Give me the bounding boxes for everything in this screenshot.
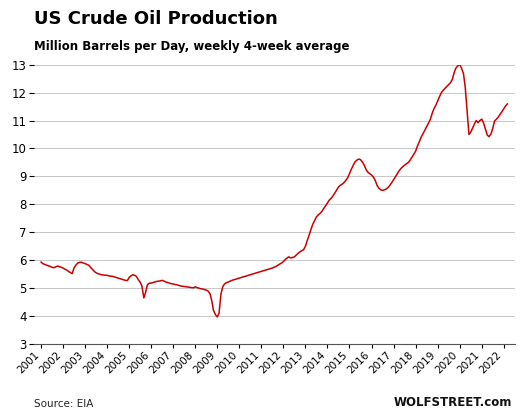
Text: Million Barrels per Day, weekly 4-week average: Million Barrels per Day, weekly 4-week a…: [34, 40, 350, 53]
Text: US Crude Oil Production: US Crude Oil Production: [34, 10, 278, 28]
Text: Source: EIA: Source: EIA: [34, 399, 93, 409]
Text: WOLFSTREET.com: WOLFSTREET.com: [394, 397, 512, 409]
